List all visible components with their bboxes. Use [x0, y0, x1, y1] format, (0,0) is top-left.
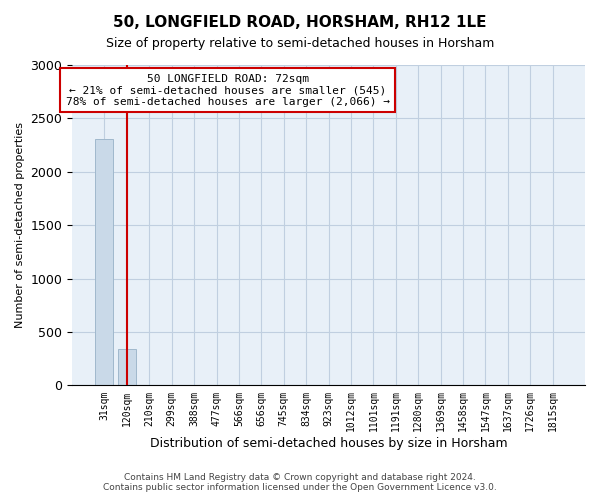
Text: 50, LONGFIELD ROAD, HORSHAM, RH12 1LE: 50, LONGFIELD ROAD, HORSHAM, RH12 1LE	[113, 15, 487, 30]
Text: Size of property relative to semi-detached houses in Horsham: Size of property relative to semi-detach…	[106, 38, 494, 51]
Y-axis label: Number of semi-detached properties: Number of semi-detached properties	[15, 122, 25, 328]
Text: 50 LONGFIELD ROAD: 72sqm
← 21% of semi-detached houses are smaller (545)
78% of : 50 LONGFIELD ROAD: 72sqm ← 21% of semi-d…	[66, 74, 390, 106]
Bar	[118, 349, 136, 386]
Bar	[95, 138, 113, 386]
X-axis label: Distribution of semi-detached houses by size in Horsham: Distribution of semi-detached houses by …	[150, 437, 508, 450]
Text: Contains HM Land Registry data © Crown copyright and database right 2024.
Contai: Contains HM Land Registry data © Crown c…	[103, 473, 497, 492]
